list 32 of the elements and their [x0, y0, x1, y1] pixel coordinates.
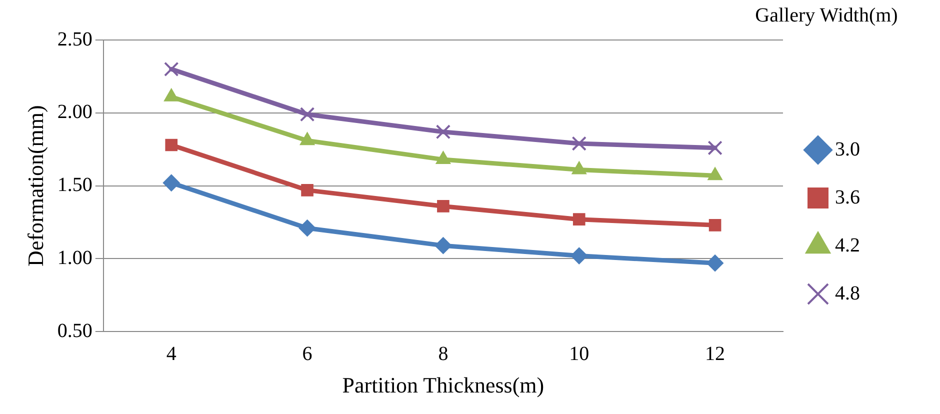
- point: [434, 237, 452, 254]
- x-tick-label: 10: [569, 342, 590, 365]
- point: [708, 219, 722, 232]
- point: [570, 247, 588, 264]
- point: [437, 200, 450, 212]
- point: [164, 62, 179, 77]
- x-tick-label: 8: [438, 342, 448, 365]
- point: [301, 184, 314, 196]
- y-tick-label: 0.50: [57, 320, 92, 342]
- point: [300, 106, 315, 122]
- point: [572, 136, 586, 151]
- legend-label: 3.6: [835, 186, 860, 208]
- y-tick-label: 2.50: [57, 28, 92, 50]
- x-axis-title: Partition Thickness(m): [342, 372, 544, 398]
- legend-label: 4.8: [835, 282, 860, 304]
- point: [298, 220, 316, 237]
- x-tick-label: 4: [166, 342, 176, 365]
- y-tick-label: 1.00: [57, 246, 92, 269]
- y-tick-label: 1.50: [57, 174, 92, 196]
- point: [708, 140, 722, 156]
- point: [436, 124, 451, 140]
- point: [572, 213, 586, 226]
- point: [162, 174, 180, 192]
- legend-label: 3.0: [835, 138, 860, 160]
- x-tick-label: 12: [705, 342, 726, 365]
- point: [706, 254, 724, 272]
- legend-title: Gallery Width(m): [755, 4, 898, 26]
- x-tick-label: 6: [302, 342, 312, 365]
- y-axis-title: Deformation(mm): [22, 105, 48, 266]
- y-tick-label: 2.00: [57, 101, 92, 124]
- point: [165, 138, 178, 152]
- legend-label: 4.2: [835, 234, 860, 256]
